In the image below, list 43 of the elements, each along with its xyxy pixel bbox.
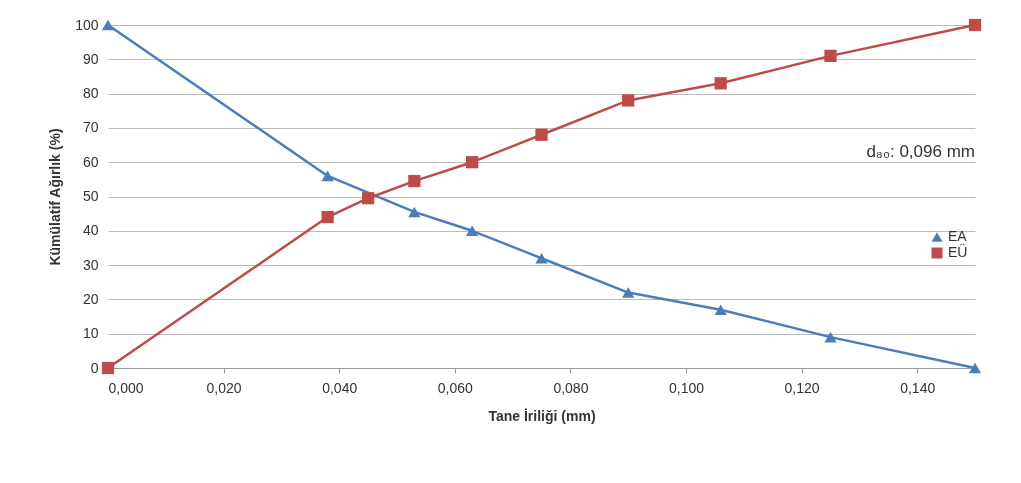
y-tick-label: 10 [82,325,99,342]
point [101,361,115,375]
y-tick-label: 100 [75,16,99,33]
y-tick-label: 40 [82,222,99,239]
point [824,331,837,343]
point [466,156,479,169]
point [824,49,837,62]
point [622,94,635,107]
point [466,225,479,237]
y-tick-label: 90 [82,50,99,67]
x-tick-label: 0,060 [437,379,474,396]
point [361,192,375,205]
y-tick-label: 60 [82,153,99,170]
point [408,174,421,188]
point [101,19,115,31]
y-axis-title: Kümülatif Ağırlık (%) [47,128,64,266]
point [321,170,334,182]
point [968,18,982,32]
y-tick-label: 80 [82,85,99,102]
x-tick-label: 0,020 [206,379,242,396]
y-tick-label: 30 [82,256,99,273]
point [968,362,982,374]
x-tick-label: 0,000 [108,379,144,396]
point [408,206,421,218]
x-tick-label: 0,080 [553,379,589,396]
point [535,128,548,141]
x-tick-label: 0,040 [322,379,358,396]
x-tick-label: 0,100 [668,379,705,396]
annotation: d₈₀: 0,096 mm [866,142,975,161]
y-tick-label: 70 [82,119,99,136]
legend-label: EA [948,228,968,244]
point [321,210,334,224]
point [622,287,635,298]
x-tick-label: 0,140 [900,379,936,396]
y-tick-label: 20 [82,290,99,307]
point [535,252,548,264]
legend-label: EÜ [948,243,968,260]
point [714,77,727,90]
x-axis-title: Tane İriliği (mm) [488,407,596,424]
x-tick-label: 0,120 [784,379,820,396]
point [714,304,727,315]
y-tick-label: 0 [90,359,99,376]
y-tick-label: 50 [82,188,99,204]
